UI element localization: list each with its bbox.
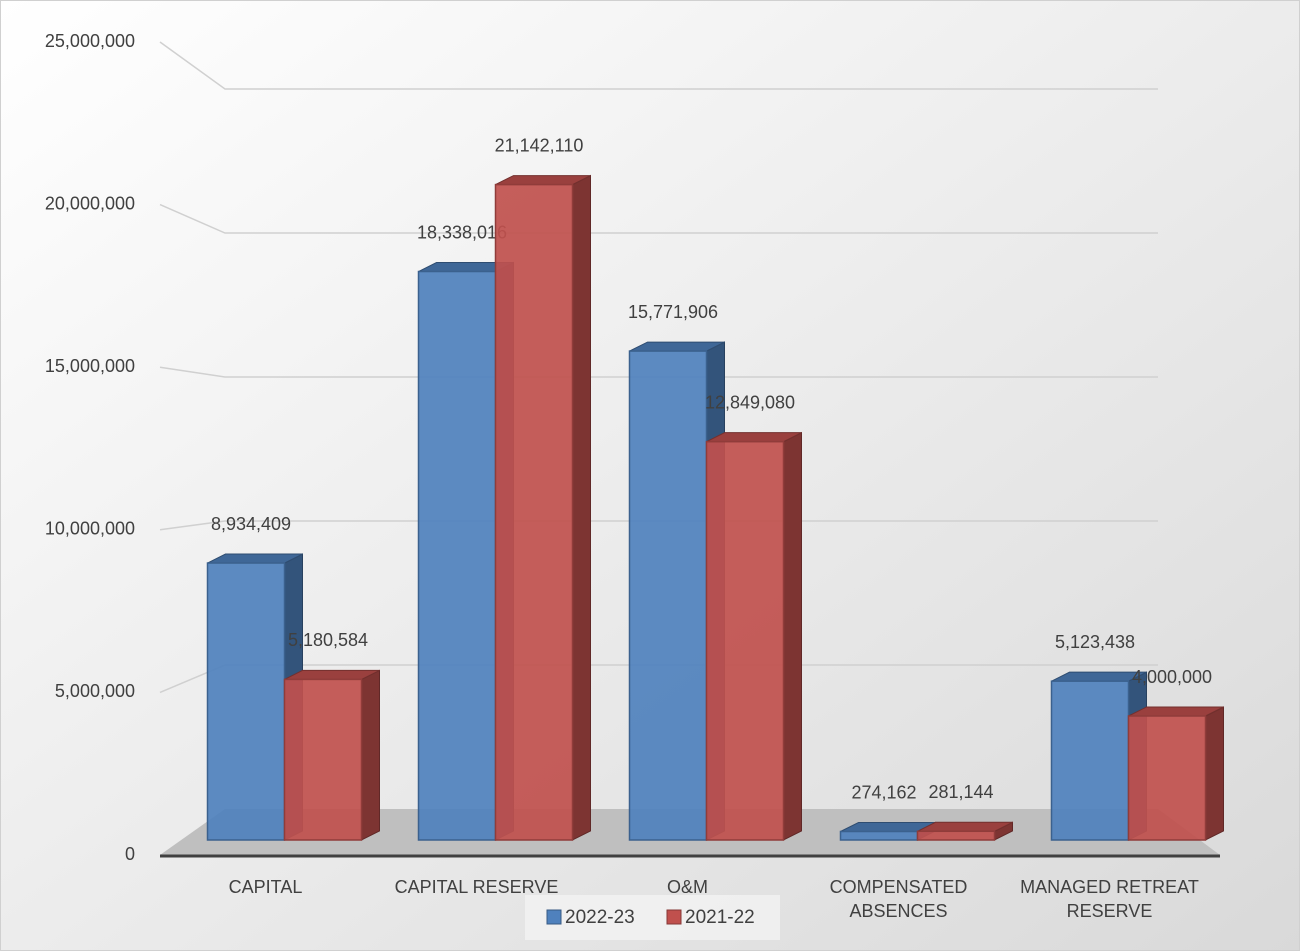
y-tick-label: 20,000,000 <box>45 193 135 213</box>
x-tick-label: CAPITAL RESERVE <box>394 877 559 897</box>
grid-line <box>159 41 1158 90</box>
bar-top <box>917 821 1013 832</box>
bar-top <box>495 175 591 186</box>
bar <box>916 830 996 841</box>
bar <box>839 830 919 841</box>
legend-swatch <box>546 909 562 925</box>
bar-side <box>361 669 380 841</box>
grid-line <box>159 203 1158 234</box>
y-tick-label: 15,000,000 <box>45 356 135 376</box>
bar-top <box>629 341 725 352</box>
data-label: 281,144 <box>928 782 993 802</box>
data-label: 21,142,110 <box>495 135 584 155</box>
grid-line <box>159 366 1158 378</box>
data-label: 5,123,438 <box>1055 632 1135 652</box>
bar-side <box>572 174 591 841</box>
y-tick-label: 5,000,000 <box>55 681 135 701</box>
y-tick-label: 0 <box>125 844 135 864</box>
bar-side <box>1205 706 1224 841</box>
legend-box <box>525 895 780 940</box>
bar-side <box>783 431 802 841</box>
bar-top <box>207 553 303 564</box>
legend-swatch <box>666 909 682 925</box>
bar-top <box>1128 706 1224 717</box>
x-tick-label: COMPENSATED ABSENCES <box>829 877 968 921</box>
data-label: 18,338,016 <box>417 222 507 242</box>
data-label: 12,849,080 <box>705 392 795 412</box>
data-label: 4,000,000 <box>1132 667 1212 687</box>
bar-top <box>284 669 380 680</box>
grid-line <box>159 520 1158 531</box>
bar <box>206 562 286 841</box>
bar <box>1050 680 1130 841</box>
bar-top <box>706 432 802 443</box>
data-label: 15,771,906 <box>628 302 718 322</box>
legend-label: 2022-23 <box>565 907 635 928</box>
data-label: 8,934,409 <box>211 514 291 534</box>
y-tick-label: 25,000,000 <box>45 31 135 51</box>
bar <box>417 270 497 841</box>
data-label: 5,180,584 <box>288 630 368 650</box>
x-tick-label: MANAGED RETREAT RESERVE <box>1020 877 1199 921</box>
bar <box>494 183 574 841</box>
x-tick-label: CAPITAL <box>228 877 303 897</box>
x-tick-label: O&M <box>666 877 708 897</box>
data-label: 274,162 <box>851 782 916 802</box>
legend-label: 2021-22 <box>685 907 755 928</box>
bar <box>1127 715 1207 841</box>
bar <box>705 440 785 841</box>
y-tick-label: 10,000,000 <box>45 519 135 539</box>
bar <box>628 350 708 841</box>
bar <box>283 678 363 841</box>
